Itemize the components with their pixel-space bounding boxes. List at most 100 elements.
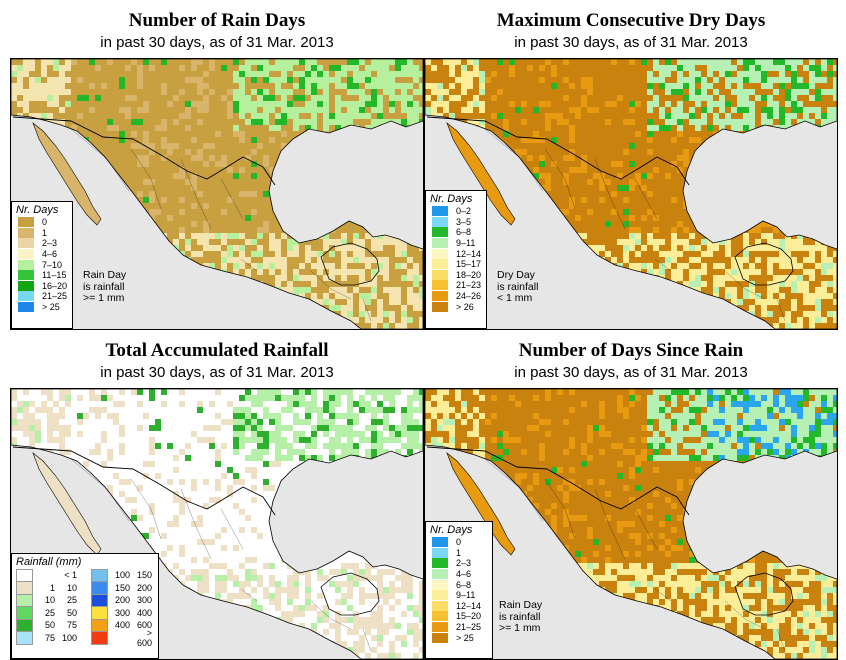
grid-cell [725, 443, 731, 449]
grid-cell [395, 437, 401, 443]
grid-cell [305, 593, 311, 599]
legend-item: 15–17 [426, 259, 486, 270]
grid-cell [329, 299, 335, 305]
grid-cell [521, 449, 527, 455]
legend-swatch [91, 631, 108, 645]
grid-cell [275, 599, 281, 605]
grid-cell [233, 581, 239, 587]
grid-cell [35, 431, 41, 437]
legend-title: Rainfall (mm) [12, 554, 158, 569]
grid-cell [803, 287, 809, 293]
grid-cell [605, 101, 611, 107]
grid-cell [665, 419, 671, 425]
grid-cell [413, 269, 419, 275]
grid-cell [383, 323, 389, 329]
grid-cell [365, 449, 371, 455]
grid-cell [191, 569, 197, 575]
grid-cell [251, 437, 257, 443]
grid-cell [173, 239, 179, 245]
grid-cell [599, 449, 605, 455]
grid-cell [137, 485, 143, 491]
grid-cell [719, 425, 725, 431]
grid-cell [533, 131, 539, 137]
grid-cell [713, 425, 719, 431]
grid-cell [119, 107, 125, 113]
grid-cell [785, 59, 791, 65]
grid-cell [407, 299, 413, 305]
grid-cell [443, 59, 449, 65]
grid-cell [587, 107, 593, 113]
legend-swatch [432, 291, 448, 301]
grid-cell [347, 401, 353, 407]
grid-cell [245, 65, 251, 71]
grid-cell [791, 395, 797, 401]
grid-cell [263, 161, 269, 167]
grid-cell [323, 89, 329, 95]
grid-cell [317, 419, 323, 425]
grid-cell [251, 467, 257, 473]
grid-cell [491, 113, 497, 119]
grid-cell [359, 431, 365, 437]
grid-cell [365, 71, 371, 77]
grid-cell [455, 395, 461, 401]
grid-cell [341, 593, 347, 599]
grid-cell [731, 125, 737, 131]
grid-cell [821, 449, 827, 455]
grid-cell [797, 575, 803, 581]
grid-cell [587, 569, 593, 575]
grid-cell [53, 101, 59, 107]
grid-cell [17, 71, 23, 77]
grid-cell [761, 395, 767, 401]
grid-cell [245, 215, 251, 221]
grid-cell [269, 245, 275, 251]
grid-cell [617, 563, 623, 569]
grid-cell [137, 191, 143, 197]
grid-cell [623, 407, 629, 413]
grid-cell [311, 437, 317, 443]
grid-cell [329, 623, 335, 629]
grid-cell [53, 437, 59, 443]
grid-cell [113, 419, 119, 425]
grid-cell [65, 395, 71, 401]
grid-cell [725, 389, 731, 395]
grid-cell [251, 569, 257, 575]
grid-cell [407, 83, 413, 89]
grid-cell [245, 269, 251, 275]
grid-cell [551, 161, 557, 167]
grid-cell [299, 395, 305, 401]
grid-cell [311, 443, 317, 449]
grid-cell [209, 437, 215, 443]
grid-cell [401, 59, 407, 65]
grid-cell [341, 119, 347, 125]
grid-cell [413, 89, 419, 95]
grid-cell [563, 95, 569, 101]
grid-cell [587, 179, 593, 185]
grid-cell [677, 77, 683, 83]
grid-cell [419, 71, 423, 77]
grid-cell [377, 311, 383, 317]
grid-cell [395, 299, 401, 305]
grid-cell [653, 95, 659, 101]
grid-cell [461, 89, 467, 95]
grid-cell [401, 71, 407, 77]
grid-cell [785, 119, 791, 125]
grid-cell [281, 233, 287, 239]
legend-swatch [16, 594, 33, 608]
grid-cell [371, 239, 377, 245]
grid-cell [305, 587, 311, 593]
grid-cell [509, 101, 515, 107]
grid-cell [275, 125, 281, 131]
grid-cell [455, 389, 461, 395]
grid-cell [689, 431, 695, 437]
legend-swatch [18, 228, 34, 238]
grid-cell [263, 257, 269, 263]
grid-cell [587, 533, 593, 539]
grid-cell [623, 197, 629, 203]
grid-cell [473, 101, 479, 107]
grid-cell [305, 419, 311, 425]
grid-cell [653, 215, 659, 221]
grid-cell [401, 317, 407, 323]
grid-cell [623, 185, 629, 191]
grid-cell [719, 107, 725, 113]
grid-cell [275, 443, 281, 449]
